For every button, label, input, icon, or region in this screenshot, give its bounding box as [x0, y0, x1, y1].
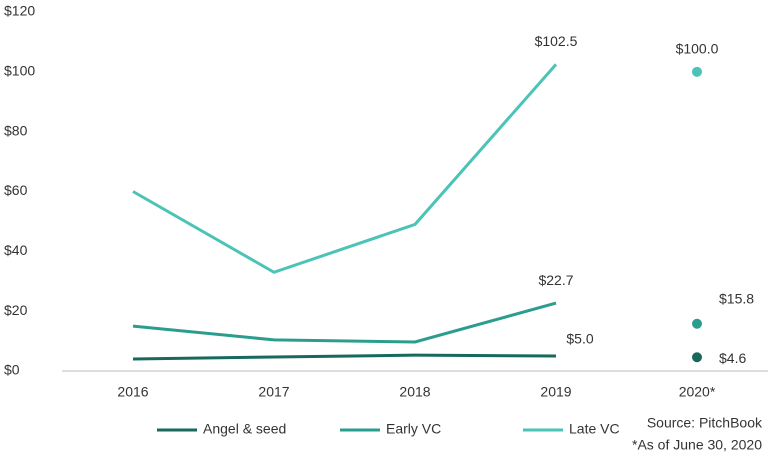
value-label: $5.0 — [566, 331, 593, 347]
x-tick-label: 2016 — [117, 384, 148, 400]
series-line — [132, 301, 557, 344]
value-label: $100.0 — [676, 41, 719, 57]
value-label: $22.7 — [538, 272, 573, 288]
value-label: $15.8 — [719, 290, 754, 306]
legend-label: Angel & seed — [203, 421, 286, 437]
point — [692, 318, 702, 329]
series-line — [132, 353, 557, 361]
y-tick-label: $120 — [4, 3, 35, 19]
y-tick-label: $100 — [4, 63, 35, 79]
y-tick-label: $60 — [4, 182, 28, 198]
x-tick-label: 2020* — [679, 384, 716, 400]
y-tick-label: $40 — [4, 242, 28, 258]
source: Source: PitchBook — [647, 415, 763, 431]
y-tick-label: $80 — [4, 122, 28, 138]
x-tick-label: 2017 — [258, 384, 289, 400]
series-line — [132, 63, 558, 274]
point — [692, 352, 702, 363]
legend-label: Early VC — [386, 421, 441, 437]
x-tick-label: 2019 — [540, 384, 571, 400]
point — [692, 66, 702, 77]
y-tick-label: $0 — [4, 362, 20, 378]
value-label: $4.6 — [719, 350, 746, 366]
note: *As of June 30, 2020 — [632, 437, 762, 453]
legend-label: Late VC — [569, 421, 620, 437]
x-tick-label: 2018 — [399, 384, 430, 400]
value-label: $102.5 — [535, 33, 578, 49]
y-tick-label: $20 — [4, 302, 28, 318]
